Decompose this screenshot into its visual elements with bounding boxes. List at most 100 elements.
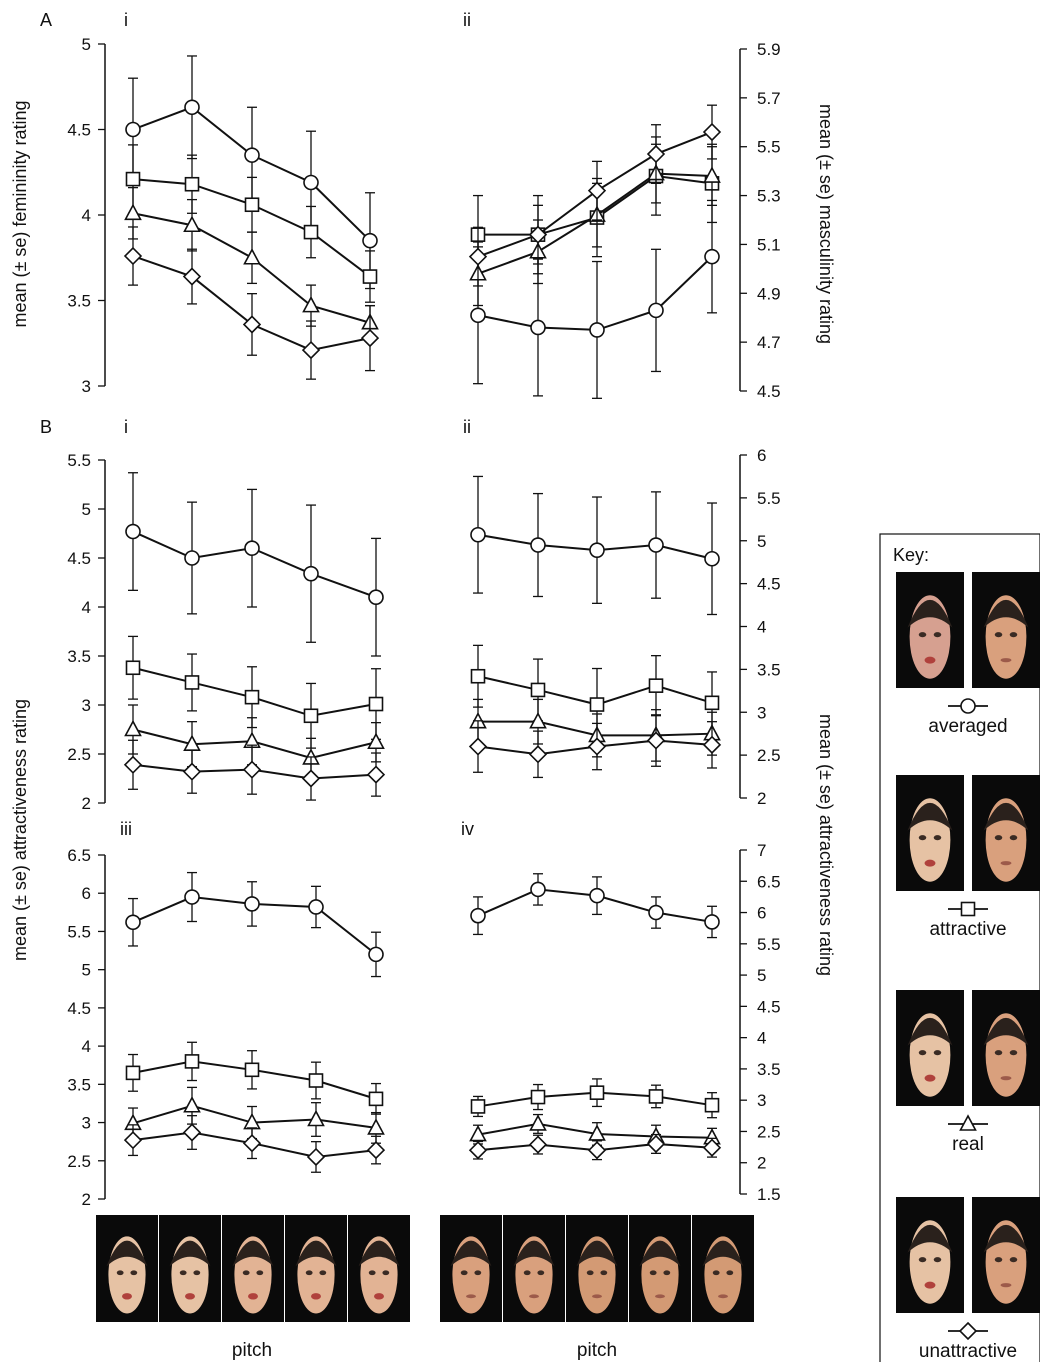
mouth: [1000, 861, 1012, 866]
y-tick-label: 6.5: [67, 846, 91, 865]
eye: [523, 1270, 531, 1276]
data-point: [242, 315, 262, 334]
series-diamond: [468, 104, 722, 287]
data-point: [367, 1118, 385, 1135]
sublabel-b-i: i: [124, 417, 128, 437]
y-tick-label: 2.5: [67, 1152, 91, 1171]
data-point: [184, 99, 200, 116]
key-item-attractive: attractive: [896, 775, 1040, 940]
key-marker-circle: [960, 698, 976, 714]
eye: [242, 1270, 250, 1276]
data-point: [123, 1131, 143, 1150]
eye: [726, 1270, 734, 1276]
data-point: [530, 319, 546, 336]
eye: [918, 1257, 927, 1263]
panel-letter-a: A: [40, 10, 52, 30]
key-border: [879, 533, 1040, 1362]
data-point: [368, 946, 384, 963]
female-face: [348, 1215, 410, 1322]
data-point: [367, 732, 385, 750]
y-tick-label: 3: [82, 377, 91, 396]
y-tick-label: 3.5: [757, 660, 781, 679]
data-point: [528, 1135, 548, 1154]
eye: [1009, 1257, 1018, 1263]
data-point: [303, 174, 319, 191]
key-label: attractive: [929, 919, 1006, 940]
key-face-female: [896, 1197, 964, 1313]
key-items: averaged attractive real unattractive: [896, 572, 1040, 1362]
hair: [295, 1240, 337, 1267]
eye: [933, 835, 942, 841]
y-tick-label: 5.5: [757, 138, 781, 157]
data-point: [468, 1141, 488, 1160]
data-point: [125, 914, 141, 931]
y-tick-label: 4: [82, 1037, 91, 1056]
mouth: [655, 1294, 665, 1299]
y-tick-label: 4.9: [757, 284, 781, 303]
female-face-strip: [96, 1215, 410, 1322]
male-face: [692, 1215, 754, 1322]
key-panel: Key: averaged attractive real unattractive: [879, 533, 1040, 1362]
y-tick-label: 2: [757, 789, 766, 808]
mouth: [248, 1293, 258, 1300]
key-face-female: [896, 572, 964, 688]
data-point: [244, 147, 260, 163]
hair: [907, 1017, 953, 1046]
sublabel-b-iii: iii: [120, 819, 132, 839]
data-point: [308, 1073, 324, 1088]
chart-b-iii: 2 2.5 3 3.5 4 4.5 5 5.5 6 6.5: [67, 846, 386, 1209]
key-label: real: [952, 1134, 984, 1155]
male-face: [566, 1215, 628, 1322]
male-face: [503, 1215, 565, 1322]
data-point: [368, 1091, 384, 1107]
series-triangle: [469, 1113, 721, 1149]
data-point: [648, 302, 664, 319]
data-point: [307, 1109, 325, 1127]
chart-b-i: 2 2.5 3 3.5 4 4.5 5 5.5: [67, 451, 386, 813]
mouth: [466, 1294, 476, 1299]
eye: [460, 1270, 468, 1276]
y-tick-label: 2.5: [757, 1122, 781, 1141]
y-tick-label: 2: [757, 1154, 766, 1173]
hair: [983, 802, 1029, 831]
mouth: [924, 859, 936, 867]
y-tick-label: 3.5: [67, 647, 91, 666]
data-point: [702, 122, 722, 142]
eye: [663, 1270, 671, 1276]
y-tick-label: 3: [757, 1091, 766, 1110]
series-triangle: [124, 1086, 385, 1144]
data-point: [648, 1089, 664, 1104]
data-point: [587, 181, 607, 200]
data-point: [589, 697, 605, 712]
key-marker-square: [960, 901, 976, 917]
data-point: [470, 907, 486, 924]
y-tick-label: 6: [82, 884, 91, 903]
mouth: [529, 1294, 539, 1299]
eye: [918, 632, 927, 638]
series-diamond: [123, 226, 380, 380]
data-point: [244, 1062, 260, 1078]
eye: [1009, 632, 1018, 638]
eye: [382, 1270, 390, 1276]
data-point: [368, 696, 384, 712]
y-tick-label: 4.5: [67, 121, 91, 140]
data-point: [702, 735, 722, 754]
eye: [116, 1270, 124, 1276]
hair: [576, 1240, 618, 1267]
data-point: [528, 225, 548, 244]
series-circle: [470, 475, 720, 616]
data-point: [530, 682, 546, 698]
eye: [368, 1270, 376, 1276]
eye: [994, 1257, 1003, 1263]
mouth: [1000, 658, 1012, 663]
female-face: [285, 1215, 347, 1322]
eye: [918, 1050, 927, 1056]
data-point: [646, 1134, 666, 1154]
y-tick-label: 5.9: [757, 40, 781, 59]
hair: [513, 1240, 555, 1267]
series-triangle: [469, 143, 721, 307]
data-point: [468, 737, 488, 756]
eye: [179, 1270, 187, 1276]
data-point: [125, 660, 141, 676]
